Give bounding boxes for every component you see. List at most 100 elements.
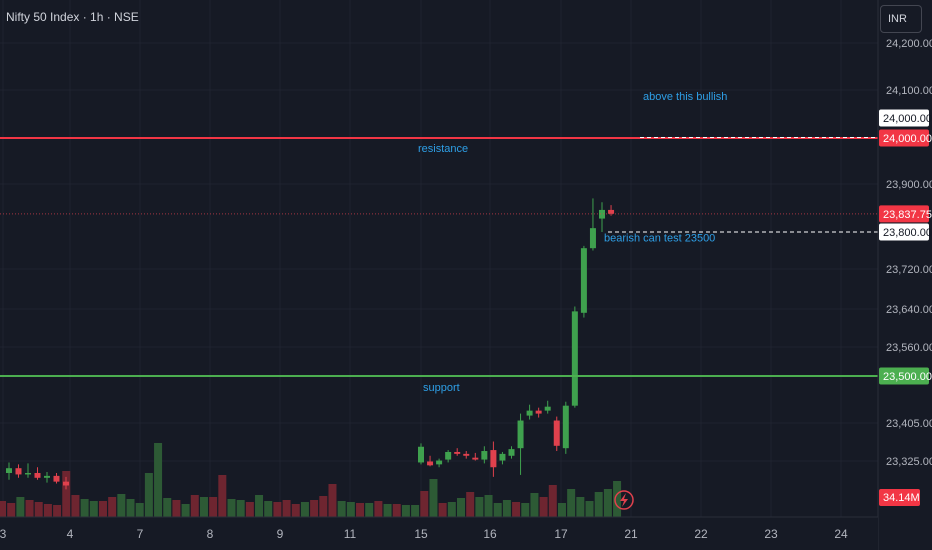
volume-bar bbox=[199, 497, 208, 517]
volume-bar bbox=[126, 499, 135, 517]
price-label-box bbox=[879, 223, 929, 241]
x-tick-label: 4 bbox=[67, 527, 74, 541]
volume-bar bbox=[484, 495, 493, 517]
volume-bar bbox=[548, 485, 557, 517]
x-tick-label: 17 bbox=[554, 527, 568, 541]
candle-body bbox=[571, 311, 578, 406]
candle-body bbox=[25, 473, 31, 475]
volume-bar bbox=[236, 500, 245, 517]
candle-body bbox=[15, 468, 22, 475]
y-tick-label: 23,640.00 bbox=[886, 304, 932, 316]
x-tick-label: 23 bbox=[764, 527, 778, 541]
volume-bar bbox=[310, 500, 319, 517]
volume-bar bbox=[300, 502, 309, 517]
annotation-support: support bbox=[423, 382, 460, 394]
flash-icon-ring bbox=[614, 490, 634, 510]
candle-body bbox=[6, 468, 12, 473]
price-label-box bbox=[879, 205, 929, 223]
volume-bar bbox=[447, 502, 456, 517]
candle-body bbox=[63, 481, 69, 486]
volume-bar bbox=[365, 503, 374, 517]
time-axis-background bbox=[0, 517, 878, 550]
candle-body bbox=[517, 420, 524, 449]
y-tick-label: 23,900.00 bbox=[886, 179, 932, 191]
volume-bar bbox=[98, 501, 107, 517]
volume-bar bbox=[585, 501, 594, 517]
candle-body bbox=[599, 209, 605, 219]
x-tick-label: 15 bbox=[414, 527, 428, 541]
volume-bar bbox=[613, 481, 622, 517]
volume-bar bbox=[135, 503, 144, 517]
candle-body bbox=[544, 406, 551, 411]
candle-body bbox=[44, 475, 50, 478]
volume-bar bbox=[291, 504, 300, 517]
volume-bar bbox=[420, 491, 429, 517]
volume-bar bbox=[89, 501, 98, 517]
candle-body bbox=[463, 453, 470, 456]
volume-bar bbox=[475, 497, 484, 517]
price-label: 23,837.75 bbox=[883, 209, 932, 221]
x-tick-label: 11 bbox=[344, 527, 357, 541]
candle-body bbox=[508, 449, 515, 456]
volume-bar bbox=[557, 503, 566, 517]
volume-bar bbox=[0, 501, 6, 517]
volume-bar bbox=[457, 498, 465, 517]
volume-bar bbox=[209, 497, 218, 517]
y-tick-label: 23,405.00 bbox=[886, 418, 932, 430]
flash-icon-bolt bbox=[620, 493, 628, 507]
volume-bar bbox=[539, 497, 548, 517]
volume-bar bbox=[594, 492, 603, 517]
volume-label: 34.14M bbox=[883, 492, 920, 504]
annotation-resistance: resistance bbox=[418, 143, 468, 155]
candle-body bbox=[454, 451, 461, 454]
volume-bar bbox=[62, 471, 71, 517]
annotation-bearish-can-test-23500: bearish can test 23500 bbox=[604, 233, 715, 245]
x-tick-label: 22 bbox=[694, 527, 708, 541]
volume-bar bbox=[429, 479, 438, 517]
volume-bar bbox=[227, 499, 236, 517]
volume-bar bbox=[493, 503, 502, 517]
volume-bar bbox=[245, 502, 254, 517]
volume-bar bbox=[43, 504, 52, 517]
volume-bar bbox=[7, 503, 16, 517]
price-label: 24,000.00 bbox=[883, 113, 932, 125]
currency-button[interactable]: INR bbox=[880, 5, 922, 33]
volume-bar bbox=[108, 497, 117, 517]
volume-bar bbox=[71, 495, 80, 517]
volume-bar bbox=[264, 501, 273, 517]
chart-title: Nifty 50 Index · 1h · NSE bbox=[6, 10, 139, 24]
volume-bar bbox=[25, 500, 34, 517]
candle-body bbox=[608, 209, 615, 214]
candle-body bbox=[418, 446, 424, 463]
volume-bar bbox=[282, 500, 291, 517]
x-tick-label: 3 bbox=[0, 527, 7, 541]
volume-bar bbox=[117, 494, 126, 517]
candle-body bbox=[472, 457, 479, 460]
volume-bar bbox=[603, 489, 612, 517]
volume-bar bbox=[328, 484, 337, 517]
volume-bar bbox=[181, 504, 190, 517]
volume-bar bbox=[337, 501, 346, 517]
y-tick-label: 24,100.00 bbox=[886, 85, 932, 97]
candle-body bbox=[436, 460, 443, 465]
candle-body bbox=[427, 461, 434, 466]
price-label: 23,500.00 bbox=[883, 371, 932, 383]
volume-bar bbox=[154, 443, 163, 517]
candle-body bbox=[490, 450, 497, 468]
candle-body bbox=[445, 451, 452, 460]
candle-body bbox=[526, 410, 533, 416]
price-label-box bbox=[879, 129, 929, 147]
x-tick-label: 21 bbox=[624, 527, 638, 541]
volume-label-box bbox=[879, 489, 920, 506]
volume-bar bbox=[438, 503, 447, 517]
volume-bar bbox=[383, 504, 392, 517]
flash-icon bbox=[614, 490, 634, 510]
volume-bar bbox=[392, 504, 401, 517]
volume-bar bbox=[273, 502, 282, 517]
volume-bar bbox=[512, 502, 521, 517]
volume-bar bbox=[218, 475, 227, 517]
volume-bar bbox=[319, 496, 328, 517]
x-tick-label: 24 bbox=[834, 527, 848, 541]
volume-bar bbox=[567, 489, 576, 517]
